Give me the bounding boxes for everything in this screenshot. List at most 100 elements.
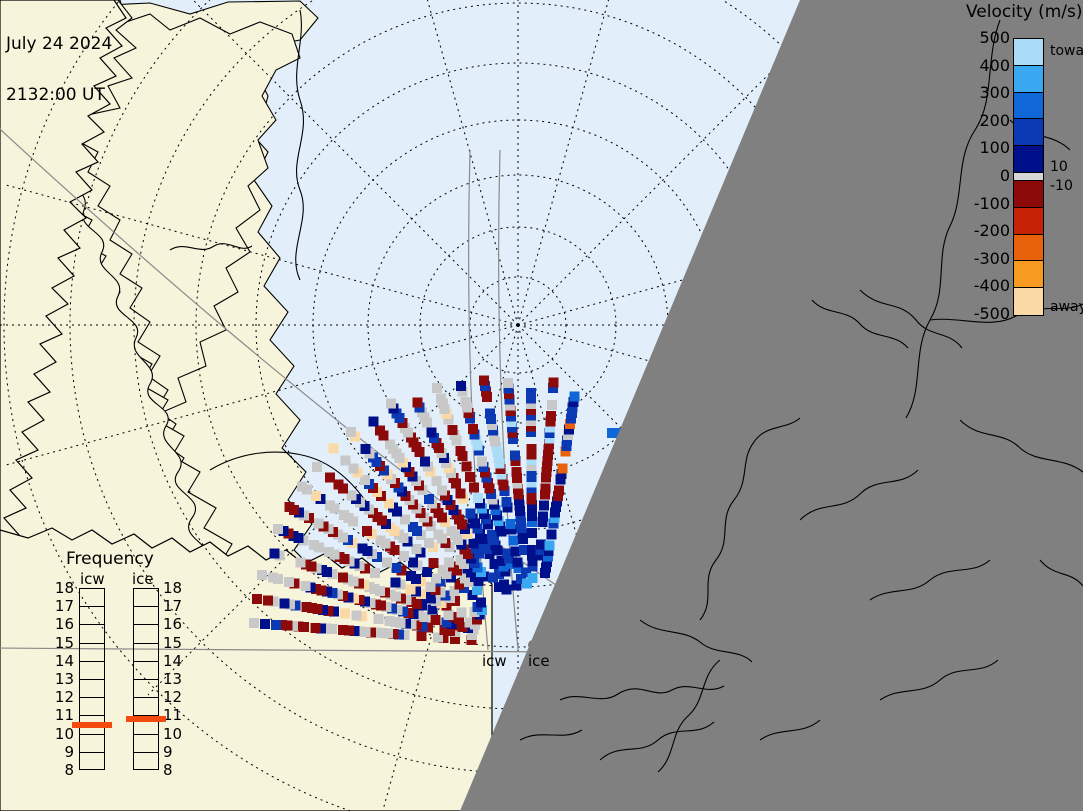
colorbar-segment xyxy=(1014,261,1043,289)
radar-cell xyxy=(375,425,386,436)
radar-cell xyxy=(437,565,448,576)
radar-cell xyxy=(316,565,327,576)
radar-cell xyxy=(494,569,505,580)
radar-cell xyxy=(324,500,335,511)
radar-cell xyxy=(406,619,417,630)
radar-cell xyxy=(360,475,371,486)
radar-cell xyxy=(271,619,282,630)
radar-cell xyxy=(301,559,311,570)
radar-cell xyxy=(406,597,417,607)
radar-cell xyxy=(357,543,368,554)
radar-cell xyxy=(495,463,506,474)
radar-cell xyxy=(424,537,435,548)
radar-cell xyxy=(340,455,351,466)
radar-cell xyxy=(526,505,537,516)
radar-cell xyxy=(543,546,554,557)
radar-cell xyxy=(562,435,573,446)
radar-cell xyxy=(489,499,500,510)
radar-cell xyxy=(546,529,557,540)
radar-cell xyxy=(446,619,457,629)
frequency-label-right: 9 xyxy=(163,742,173,761)
radar-cell xyxy=(486,529,497,540)
radar-cell xyxy=(276,620,287,631)
radar-cell xyxy=(431,595,442,606)
radar-cell xyxy=(421,567,432,577)
colorbar-segment xyxy=(1014,207,1043,235)
colorbar-segment xyxy=(1014,92,1043,120)
radar-cell xyxy=(474,445,485,456)
radar-cell xyxy=(251,593,262,604)
colorbar-tick-label: -500 xyxy=(973,304,1010,323)
radar-cell xyxy=(475,498,485,509)
frequency-tick-row xyxy=(80,753,104,771)
radar-cell xyxy=(411,543,422,554)
radar-cell xyxy=(526,472,537,482)
radar-cell xyxy=(518,545,529,556)
radar-cell xyxy=(543,439,554,449)
radar-cell xyxy=(492,545,503,556)
radar-cell xyxy=(285,599,295,610)
radar-cell xyxy=(426,593,437,604)
radar-cell xyxy=(537,517,548,528)
radar-cell xyxy=(480,381,490,392)
radar-cell xyxy=(456,607,467,618)
radar-cell xyxy=(431,475,442,486)
radar-cell xyxy=(521,567,531,578)
radar-cell xyxy=(405,584,416,595)
frequency-tick-row xyxy=(80,607,104,626)
radar-cell xyxy=(565,419,575,430)
radar-cell xyxy=(333,479,344,490)
radar-cell xyxy=(417,407,428,418)
radar-cell xyxy=(359,596,370,607)
frequency-tick-row xyxy=(80,625,104,644)
radar-cell xyxy=(568,397,579,407)
radar-cell xyxy=(308,540,319,551)
radar-cell xyxy=(365,597,376,608)
radar-cell xyxy=(349,625,360,636)
radar-cell xyxy=(322,586,332,597)
colorbar-tick-label: -200 xyxy=(973,221,1010,241)
radar-cell xyxy=(267,572,278,583)
radar-cell xyxy=(607,428,617,438)
radar-cell xyxy=(394,629,404,640)
radar-cell xyxy=(499,485,510,496)
radar-cell xyxy=(473,493,484,504)
radar-cell xyxy=(443,414,454,425)
radar-cell xyxy=(526,421,537,432)
radar-cell xyxy=(526,477,537,488)
radar-cell xyxy=(503,389,514,400)
radar-cell xyxy=(434,442,444,453)
frequency-tick-row xyxy=(134,607,158,626)
radar-cell xyxy=(465,508,476,519)
radar-cell xyxy=(396,593,406,604)
radar-cell xyxy=(539,489,550,500)
radar-cell xyxy=(288,530,299,541)
radar-cell xyxy=(502,378,513,388)
frequency-tick-row xyxy=(134,589,158,608)
radar-cell xyxy=(526,488,537,499)
radar-cell xyxy=(526,427,537,438)
radar-cell xyxy=(338,572,348,583)
radar-cell xyxy=(492,510,503,521)
radar-cell xyxy=(515,506,526,517)
radar-cell xyxy=(535,545,546,556)
radar-cell xyxy=(527,550,538,561)
radar-cell xyxy=(515,511,526,522)
radar-cell xyxy=(445,626,456,637)
radar-cell xyxy=(509,450,520,461)
radar-cell xyxy=(449,430,460,441)
radar-cell xyxy=(526,444,537,454)
colorbar-tick-label: -400 xyxy=(973,276,1010,296)
radar-cell xyxy=(462,402,473,413)
radar-cell xyxy=(425,582,436,593)
radar-cell xyxy=(451,435,462,446)
radar-cell xyxy=(555,474,566,485)
radar-cell xyxy=(456,381,467,391)
radar-cell xyxy=(300,581,311,592)
radar-cell xyxy=(468,624,479,635)
frequency-label-right: 14 xyxy=(163,651,183,670)
radar-cell xyxy=(455,445,466,456)
radar-cell xyxy=(375,535,386,546)
radar-cell xyxy=(525,393,536,404)
radar-cell xyxy=(327,624,337,635)
